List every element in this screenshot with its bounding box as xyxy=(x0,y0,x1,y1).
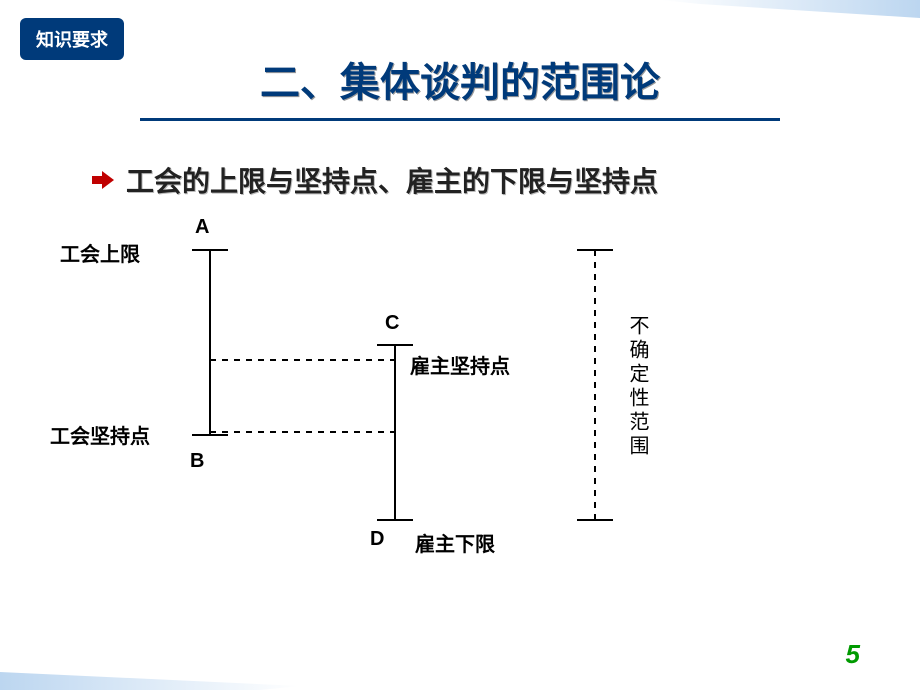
label-union-hold: 工会坚持点 xyxy=(50,420,150,449)
page-number: 5 xyxy=(846,639,860,670)
page-title: 二、集体谈判的范围论 xyxy=(260,50,660,114)
label-employer-hold: 雇主坚持点 xyxy=(410,350,510,379)
label-A: A xyxy=(195,216,209,239)
arrow-icon xyxy=(90,167,116,193)
label-employer-lower: 雇主下限 xyxy=(415,528,495,557)
label-D: D xyxy=(370,528,384,551)
title-underline xyxy=(140,118,780,121)
bottom-accent xyxy=(0,650,300,690)
label-C: C xyxy=(385,312,399,335)
label-B: B xyxy=(190,450,204,473)
bullet-row: 工会的上限与坚持点、雇主的下限与坚持点 xyxy=(90,160,658,200)
bullet-text: 工会的上限与坚持点、雇主的下限与坚持点 xyxy=(126,160,658,200)
label-uncertainty: 不确定性范围 xyxy=(623,315,652,459)
top-accent xyxy=(660,0,920,40)
range-diagram: A 工会上限 B 工会坚持点 C 雇主坚持点 D 雇主下限 不确定性范围 xyxy=(50,210,870,610)
title-block: 二、集体谈判的范围论 xyxy=(0,50,920,121)
label-union-upper: 工会上限 xyxy=(60,238,140,267)
